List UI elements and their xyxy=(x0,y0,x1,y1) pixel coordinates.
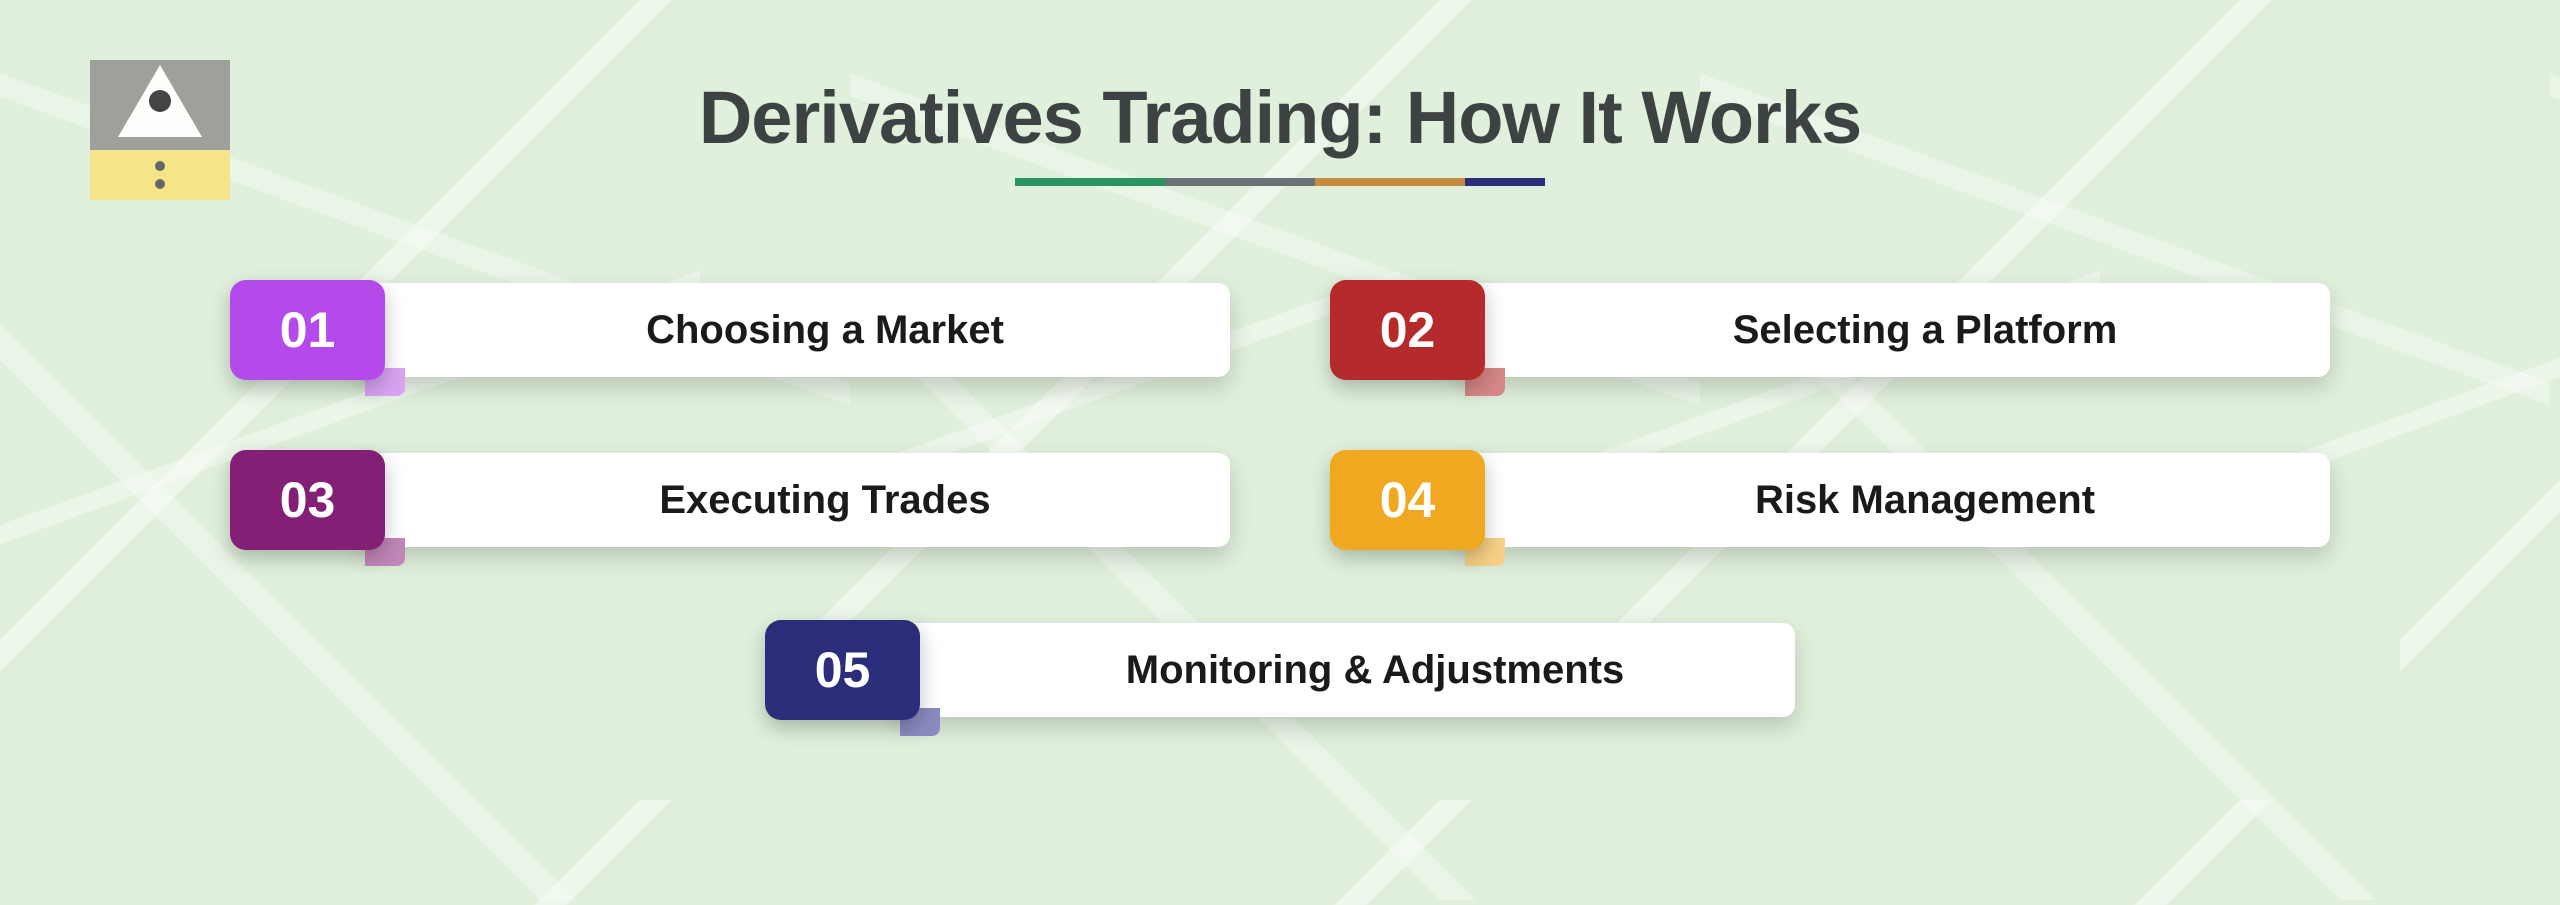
step-item: 05Monitoring & Adjustments xyxy=(765,620,1795,720)
step-number-badge: 01 xyxy=(230,280,385,380)
underline-segment xyxy=(1015,178,1165,186)
step-label-bar: Choosing a Market xyxy=(360,283,1230,377)
step-number-badge: 04 xyxy=(1330,450,1485,550)
title-underline xyxy=(0,178,2560,186)
step-number-badge: 05 xyxy=(765,620,920,720)
step-label-bar: Selecting a Platform xyxy=(1460,283,2330,377)
steps-container: 01Choosing a Market 02Selecting a Platfor… xyxy=(160,280,2400,720)
underline-segment xyxy=(1165,178,1315,186)
step-item: 02Selecting a Platform xyxy=(1330,280,2330,380)
step-item: 03Executing Trades xyxy=(230,450,1230,550)
step-label-bar: Risk Management xyxy=(1460,453,2330,547)
step-number-badge: 02 xyxy=(1330,280,1485,380)
step-label-bar: Executing Trades xyxy=(360,453,1230,547)
underline-segment xyxy=(1315,178,1465,186)
step-number-badge: 03 xyxy=(230,450,385,550)
step-label-bar: Monitoring & Adjustments xyxy=(895,623,1795,717)
step-item: 01Choosing a Market xyxy=(230,280,1230,380)
underline-segment xyxy=(1465,178,1545,186)
title-section: Derivatives Trading: How It Works xyxy=(0,75,2560,186)
step-item: 04Risk Management xyxy=(1330,450,2330,550)
page-title: Derivatives Trading: How It Works xyxy=(0,75,2560,160)
